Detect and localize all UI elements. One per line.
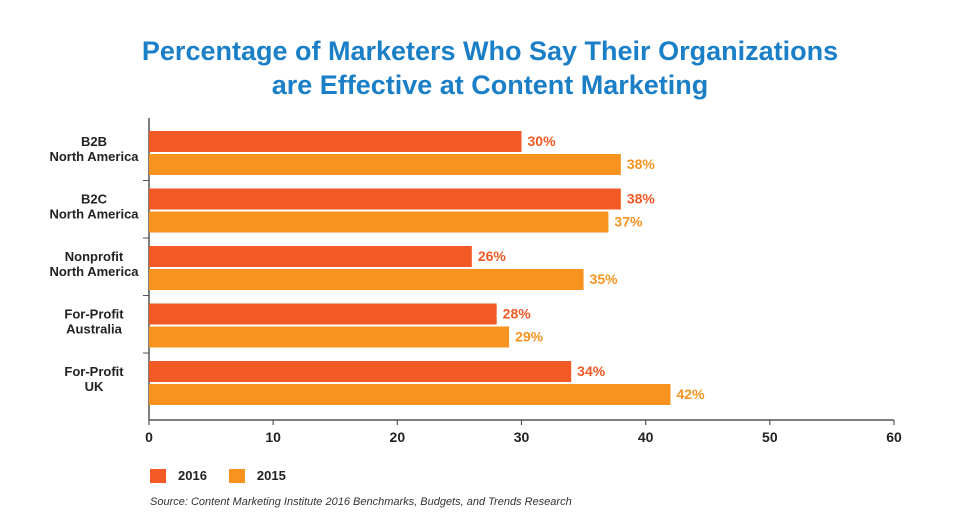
- data-label-2015-0: 38%: [627, 156, 656, 172]
- data-label-2016-4: 34%: [577, 363, 606, 379]
- bar-2015-0: [149, 154, 621, 175]
- category-label-1-line-1: North America: [49, 207, 139, 222]
- bar-2015-4: [149, 384, 671, 405]
- category-label-2-line-1: North America: [49, 264, 139, 279]
- data-label-2016-0: 30%: [528, 133, 557, 149]
- legend-item-2016: 2016: [150, 468, 207, 483]
- x-tick-label-20: 20: [390, 429, 406, 445]
- bar-2015-2: [149, 269, 584, 290]
- data-label-2016-2: 26%: [478, 248, 507, 264]
- chart-title: Percentage of Marketers Who Say Their Or…: [0, 34, 980, 102]
- data-label-2015-4: 42%: [677, 386, 706, 402]
- x-tick-label-60: 60: [886, 429, 902, 445]
- x-tick-label-40: 40: [638, 429, 654, 445]
- bar-2016-0: [149, 131, 522, 152]
- bar-2016-4: [149, 361, 572, 382]
- category-label-4-line-1: UK: [85, 379, 104, 394]
- data-label-2015-1: 37%: [614, 214, 643, 230]
- bar-2016-1: [149, 188, 621, 210]
- data-label-2016-3: 28%: [503, 306, 532, 322]
- chart-title-line-1: Percentage of Marketers Who Say Their Or…: [141, 36, 839, 66]
- chart-title-line-2: are Effective at Content Marketing: [271, 70, 709, 100]
- category-label-0-line-0: B2B: [81, 134, 107, 149]
- data-label-2016-1: 38%: [627, 191, 656, 207]
- bar-2015-1: [149, 211, 609, 233]
- category-label-0-line-1: North America: [49, 149, 139, 164]
- category-label-3-line-1: Australia: [66, 322, 122, 337]
- category-label-4-line-0: For-Profit: [64, 364, 124, 379]
- x-tick-label-50: 50: [762, 429, 778, 445]
- bar-2015-3: [149, 326, 510, 348]
- bar-2016-2: [149, 246, 472, 267]
- x-tick-label-10: 10: [265, 429, 281, 445]
- data-label-2015-3: 29%: [515, 329, 544, 345]
- legend: 2016 2015: [150, 468, 286, 483]
- legend-label-2016: 2016: [178, 468, 207, 483]
- category-label-1-line-0: B2C: [81, 192, 108, 207]
- legend-swatch-2015: [228, 468, 245, 483]
- category-label-3-line-0: For-Profit: [64, 307, 124, 322]
- legend-item-2015: 2015: [228, 468, 286, 483]
- x-tick-label-0: 0: [145, 429, 153, 445]
- bar-2016-3: [149, 303, 497, 325]
- legend-swatch-2016: [150, 468, 166, 483]
- data-label-2015-2: 35%: [590, 271, 619, 287]
- x-tick-label-30: 30: [514, 429, 530, 445]
- category-label-2-line-0: Nonprofit: [65, 249, 124, 264]
- legend-label-2015: 2015: [256, 468, 286, 483]
- source-note: Source: Content Marketing Institute 2016…: [150, 496, 572, 508]
